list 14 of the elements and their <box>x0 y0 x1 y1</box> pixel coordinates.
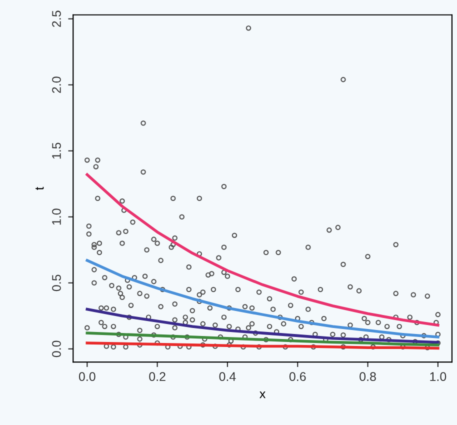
y-tick-label: 1.0 <box>52 208 61 225</box>
x-tick-label: 0.8 <box>360 372 376 382</box>
x-tick-label: 0.4 <box>219 372 236 382</box>
y-tick-label: 1.5 <box>52 142 61 159</box>
y-tick-label: 0.0 <box>52 340 61 358</box>
y-axis-title: t <box>36 186 44 190</box>
y-tick-label: 2.5 <box>52 10 61 27</box>
x-tick-label: 0.0 <box>78 372 96 382</box>
y-tick-label: 2.0 <box>52 76 61 93</box>
y-tick-label: 0.5 <box>52 274 61 292</box>
x-axis-title: x <box>260 391 266 398</box>
x-tick-label: 0.6 <box>289 372 306 382</box>
x-tick-label: 0.2 <box>149 372 166 382</box>
x-tick-label: 1.0 <box>430 372 446 382</box>
